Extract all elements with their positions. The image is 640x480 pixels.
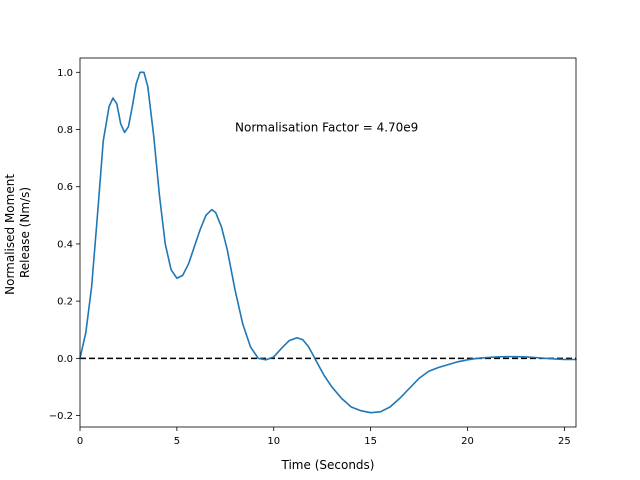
x-tick-label: 20 — [461, 436, 474, 447]
normalisation-annotation: Normalisation Factor = 4.70e9 — [235, 121, 418, 135]
x-ticks: 0 5 10 15 20 25 — [77, 427, 571, 447]
y-tick-label: 0.6 — [57, 182, 73, 193]
y-tick-label: 0.4 — [57, 239, 73, 250]
y-axis-label: Normalised Moment Release (Nm/s) — [3, 170, 32, 295]
x-axis-label: Time (Seconds) — [281, 458, 375, 472]
x-tick-label: 5 — [174, 436, 180, 447]
y-axis-label-line-1: Normalised Moment — [3, 174, 17, 295]
y-tick-label: 0.8 — [57, 125, 73, 136]
y-ticks: −0.2 0.0 0.2 0.4 0.6 0.8 1.0 — [49, 68, 80, 422]
plot-area-frame — [79, 57, 577, 428]
series-layer — [79, 71, 577, 414]
y-axis-label-line-2: Release (Nm/s) — [18, 187, 32, 278]
y-tick-label: 1.0 — [57, 68, 73, 79]
y-tick-label: 0.0 — [57, 354, 73, 365]
x-tick-label: 0 — [77, 436, 83, 447]
x-tick-label: 10 — [267, 436, 280, 447]
y-tick-label: 0.2 — [57, 297, 73, 308]
x-tick-label: 25 — [558, 436, 571, 447]
series-line-0 — [79, 71, 577, 414]
x-tick-label: 15 — [364, 436, 377, 447]
y-tick-label: −0.2 — [49, 411, 73, 422]
